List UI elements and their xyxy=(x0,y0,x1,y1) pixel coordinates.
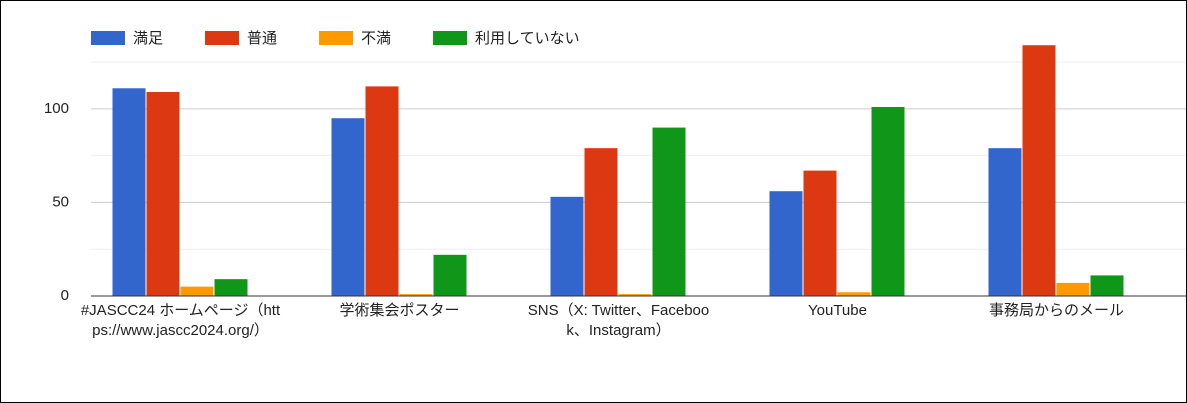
bar xyxy=(146,92,180,296)
y-tick-label: 100 xyxy=(44,100,69,117)
bar xyxy=(988,148,1022,296)
bar xyxy=(1090,275,1124,296)
bar xyxy=(550,196,584,296)
bar xyxy=(803,170,837,296)
bar xyxy=(365,86,399,297)
x-tick-label: #JASCC24 ホームページ（https://www.jascc2024.or… xyxy=(80,302,281,339)
legend-label: 普通 xyxy=(247,30,277,47)
bar xyxy=(1056,282,1090,296)
bar xyxy=(180,286,214,296)
x-tick-label: 事務局からのメール xyxy=(988,302,1124,319)
bar xyxy=(331,118,365,296)
bar xyxy=(399,294,433,296)
legend-label: 利用していない xyxy=(475,30,580,47)
x-tick-label: SNS（X: Twitter、Facebook、Instagram） xyxy=(527,302,710,339)
bar xyxy=(618,294,652,296)
legend-swatch xyxy=(433,31,468,45)
bar xyxy=(214,279,248,296)
y-tick-label: 50 xyxy=(52,193,69,210)
legend-swatch xyxy=(205,31,240,45)
legend-label: 満足 xyxy=(133,30,163,47)
x-tick-label: YouTube xyxy=(808,302,867,319)
bar xyxy=(1022,45,1056,296)
x-tick-label: 学術集会ポスター xyxy=(339,302,460,319)
bar xyxy=(871,106,905,296)
y-tick-label: 0 xyxy=(61,287,69,304)
bar xyxy=(112,88,146,297)
bar xyxy=(433,254,467,296)
legend-label: 不満 xyxy=(361,30,391,47)
bar xyxy=(769,191,803,296)
bar xyxy=(584,148,618,296)
legend-swatch xyxy=(91,31,125,45)
bar xyxy=(652,127,686,296)
legend-swatch xyxy=(319,31,354,45)
bar xyxy=(837,292,871,296)
